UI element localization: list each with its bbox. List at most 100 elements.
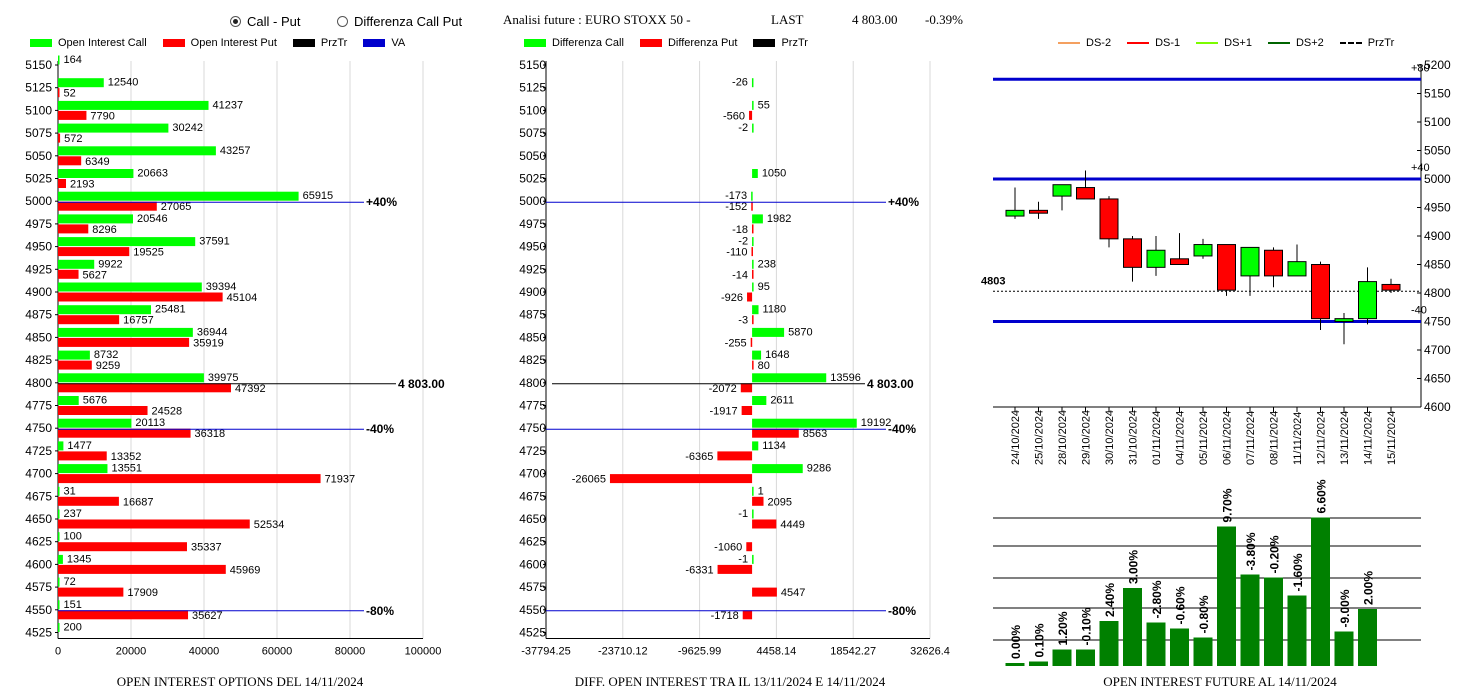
put-bar (58, 110, 87, 120)
reference-label: -80% (888, 604, 916, 618)
x-tick-label: 20000 (116, 646, 147, 658)
put-value-label: 71937 (325, 474, 356, 486)
last-change: -0.39% (925, 12, 963, 27)
footer-left: OPEN INTEREST OPTIONS DEL 14/11/2024 (116, 674, 364, 689)
legend-line (1339, 42, 1362, 44)
put-value-label: 16687 (123, 496, 154, 508)
strike-label: 5100 (25, 103, 52, 117)
x-tick-label: -23710.12 (598, 646, 648, 658)
candle-body (1193, 244, 1213, 257)
call-bar (752, 509, 754, 519)
strike-label: 4800 (25, 376, 52, 390)
put-bar (58, 519, 250, 529)
x-tick-label: -37794.25 (521, 646, 571, 658)
oi-pct-label: 3.00% (1127, 550, 1141, 584)
call-value-label: 200 (64, 622, 82, 634)
put-bar (58, 610, 189, 620)
put-value-label: -255 (725, 337, 747, 349)
call-value-label: 100 (64, 531, 82, 543)
put-value-label: -14 (732, 269, 748, 281)
call-bar (58, 373, 204, 383)
date-label: 05/11/2024 (1198, 411, 1210, 465)
reference-label: -40% (888, 422, 916, 436)
strike-label: 4850 (519, 330, 546, 344)
legend-line (1058, 42, 1080, 44)
y-tick-label: 5150 (1424, 87, 1451, 101)
strike-label: 4600 (25, 557, 52, 571)
legend-label: PrzTr (1367, 37, 1395, 49)
candle-body (1240, 246, 1260, 277)
put-bar (58, 133, 61, 143)
call-bar (58, 305, 152, 315)
strike-label: 5025 (519, 172, 546, 186)
oi-bar (1311, 517, 1330, 666)
put-bar (747, 292, 753, 302)
strike-label: 4675 (25, 489, 52, 503)
oi-bar (1005, 663, 1025, 666)
put-bar (58, 224, 89, 234)
strike-label: 4925 (519, 262, 546, 276)
radio-differenza[interactable]: Differenza Call Put (337, 14, 462, 29)
date-label: 08/11/2024 (1269, 411, 1281, 465)
call-value-label: -2 (738, 122, 748, 134)
y-tick-label: 5200 (1424, 58, 1451, 72)
put-bar (58, 406, 148, 415)
level-label: +40 (1411, 162, 1430, 174)
put-bar (752, 428, 799, 438)
oi-pct-label: -2.80% (1150, 580, 1164, 618)
call-value-label: 39394 (206, 281, 237, 293)
strike-label: 5150 (519, 58, 546, 72)
put-bar (58, 201, 157, 211)
y-tick-label: 4950 (1424, 201, 1451, 215)
y-tick-label: 4650 (1424, 372, 1451, 386)
call-bar (58, 441, 64, 451)
radio-differenza-label: Differenza Call Put (354, 14, 463, 29)
call-value-label: 1648 (765, 349, 789, 361)
legend-swatch (162, 39, 185, 47)
put-value-label: 17909 (127, 587, 158, 599)
strike-label: 4700 (25, 467, 52, 481)
reference-label: 4 803.00 (398, 377, 445, 391)
strike-label: 4750 (25, 421, 52, 435)
strike-label: 4900 (25, 285, 52, 299)
reference-label: -40% (366, 422, 394, 436)
oi-bar (1264, 577, 1283, 666)
oi-bar (1099, 621, 1119, 666)
strike-label: 5125 (519, 81, 546, 95)
legend-ds-minus2: DS-2 (1058, 37, 1111, 49)
put-bar (717, 451, 753, 461)
put-bar (752, 269, 754, 279)
call-value-label: 55 (758, 99, 770, 111)
legend-label: Open Interest Call (58, 37, 147, 49)
call-value-label: 151 (64, 599, 82, 611)
date-label: 13/11/2024 (1339, 411, 1351, 465)
date-label: 31/10/2024 (1128, 410, 1140, 465)
legend-label: VA (391, 37, 406, 49)
strike-label: 5050 (25, 149, 52, 163)
strike-label: 4525 (519, 626, 546, 640)
call-bar (752, 123, 754, 133)
put-bar (58, 269, 79, 279)
put-value-label: 13352 (111, 451, 142, 463)
legend-line (1127, 42, 1150, 44)
put-value-label: -1917 (709, 406, 737, 418)
legend-prztr: PrzTr (753, 37, 808, 49)
date-label: 25/10/2024 (1034, 410, 1046, 465)
put-value-label: 35919 (193, 337, 224, 349)
date-label: 30/10/2024 (1104, 410, 1116, 465)
call-bar (58, 123, 169, 133)
future-candlestick-chart: 5200 5150 5100 5050 5000 4950 4900 4850 4800 4750… (981, 58, 1451, 465)
call-value-label: 238 (758, 258, 776, 270)
y-tick-label: 5100 (1424, 115, 1451, 129)
put-bar (717, 564, 753, 574)
call-bar (58, 350, 90, 360)
legend-label: DS+1 (1224, 37, 1252, 49)
x-tick-label: 4458.14 (757, 646, 797, 658)
strike-label: 4775 (25, 399, 52, 413)
legend-label: Differenza Put (667, 37, 738, 49)
reference-label: +40% (888, 195, 919, 209)
put-value-label: 36318 (195, 428, 226, 440)
put-value-label: 45969 (230, 564, 261, 576)
call-value-label: 39975 (208, 372, 239, 384)
radio-call-put[interactable]: Call - Put (230, 14, 300, 29)
